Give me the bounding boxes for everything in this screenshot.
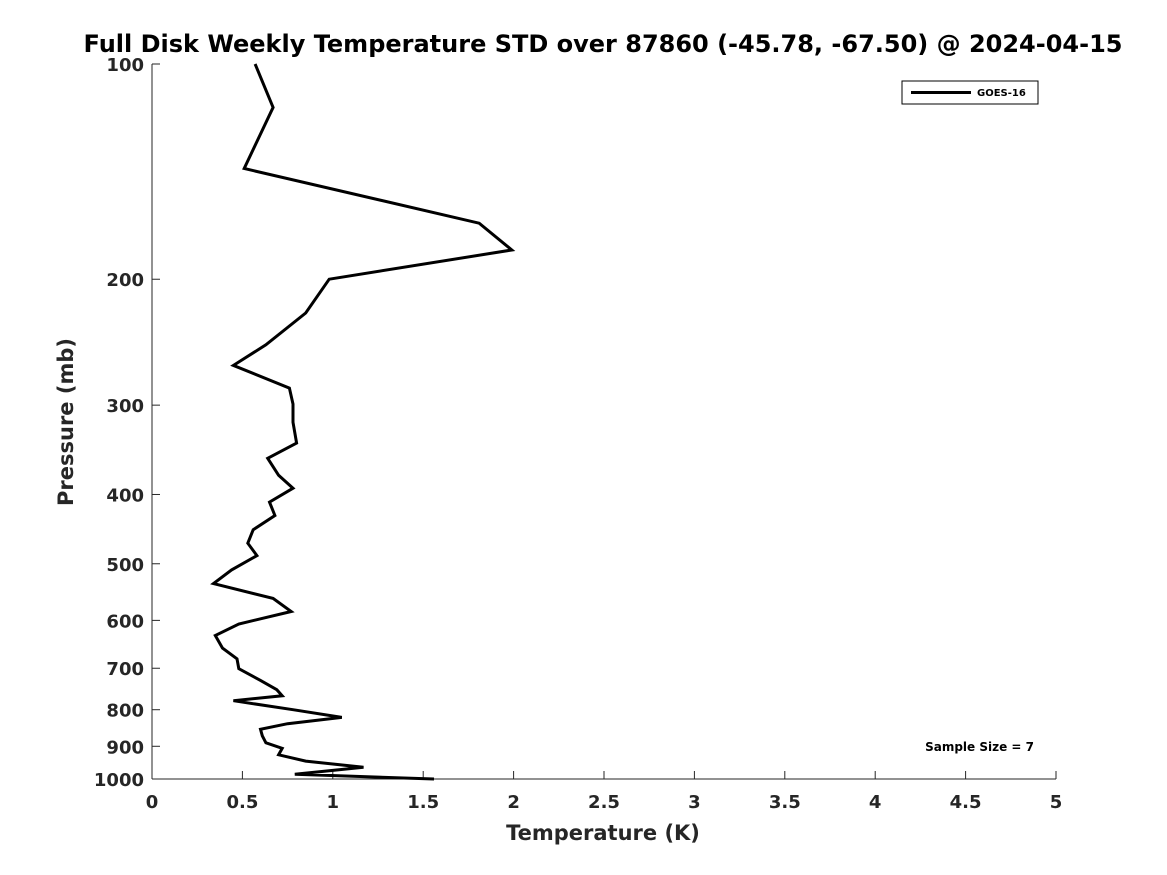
legend-label-goes-16: GOES-16 <box>977 88 1026 99</box>
series-line-goes-16 <box>210 63 516 781</box>
x-tick-label: 2 <box>507 792 520 813</box>
x-tick-label: 4 <box>869 792 882 813</box>
x-axis-label: Temperature (K) <box>506 821 700 845</box>
x-tick-label: 1.5 <box>407 792 439 813</box>
y-tick-label: 700 <box>106 659 144 680</box>
y-axis-label: Pressure (mb) <box>54 338 78 506</box>
y-tick-label: 800 <box>106 701 144 722</box>
x-tick-label: 3.5 <box>769 792 801 813</box>
y-tick-label: 200 <box>106 270 144 291</box>
x-axis-ticks: 0 0.5 1 1.5 2 2.5 3 3.5 4 4.5 5 <box>146 771 1063 813</box>
x-tick-label: 2.5 <box>588 792 620 813</box>
y-tick-label: 1000 <box>94 770 144 791</box>
y-tick-label: 100 <box>106 55 144 76</box>
y-tick-label: 600 <box>106 611 144 632</box>
x-tick-label: 3 <box>688 792 701 813</box>
y-tick-label: 400 <box>106 485 144 506</box>
chart-title: Full Disk Weekly Temperature STD over 87… <box>84 30 1123 58</box>
x-tick-label: 4.5 <box>950 792 982 813</box>
y-tick-label: 500 <box>106 555 144 576</box>
y-axis-ticks: 100 200 300 400 500 600 700 800 900 1000 <box>94 55 160 791</box>
x-tick-label: 0 <box>146 792 159 813</box>
x-tick-label: 1 <box>327 792 340 813</box>
series-lines <box>210 63 516 781</box>
x-tick-label: 0.5 <box>226 792 258 813</box>
y-tick-label: 900 <box>106 737 144 758</box>
x-tick-label: 5 <box>1050 792 1063 813</box>
sample-size-annotation: Sample Size = 7 <box>925 740 1034 754</box>
legend: GOES-16 <box>901 80 1039 105</box>
y-tick-label: 300 <box>106 396 144 417</box>
